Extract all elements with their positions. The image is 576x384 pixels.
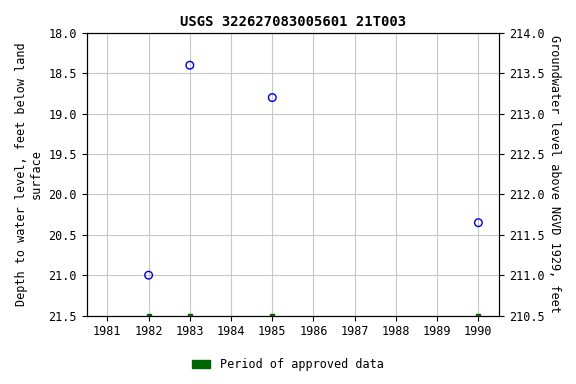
Y-axis label: Groundwater level above NGVD 1929, feet: Groundwater level above NGVD 1929, feet [548,35,561,313]
Title: USGS 322627083005601 21T003: USGS 322627083005601 21T003 [180,15,406,29]
Point [185,313,195,319]
Point [144,313,153,319]
Point [268,94,277,101]
Legend: Period of approved data: Period of approved data [188,354,388,376]
Y-axis label: Depth to water level, feet below land
surface: Depth to water level, feet below land su… [15,43,43,306]
Point [474,313,483,319]
Point [474,220,483,226]
Point [185,62,195,68]
Point [268,313,277,319]
Point [144,272,153,278]
